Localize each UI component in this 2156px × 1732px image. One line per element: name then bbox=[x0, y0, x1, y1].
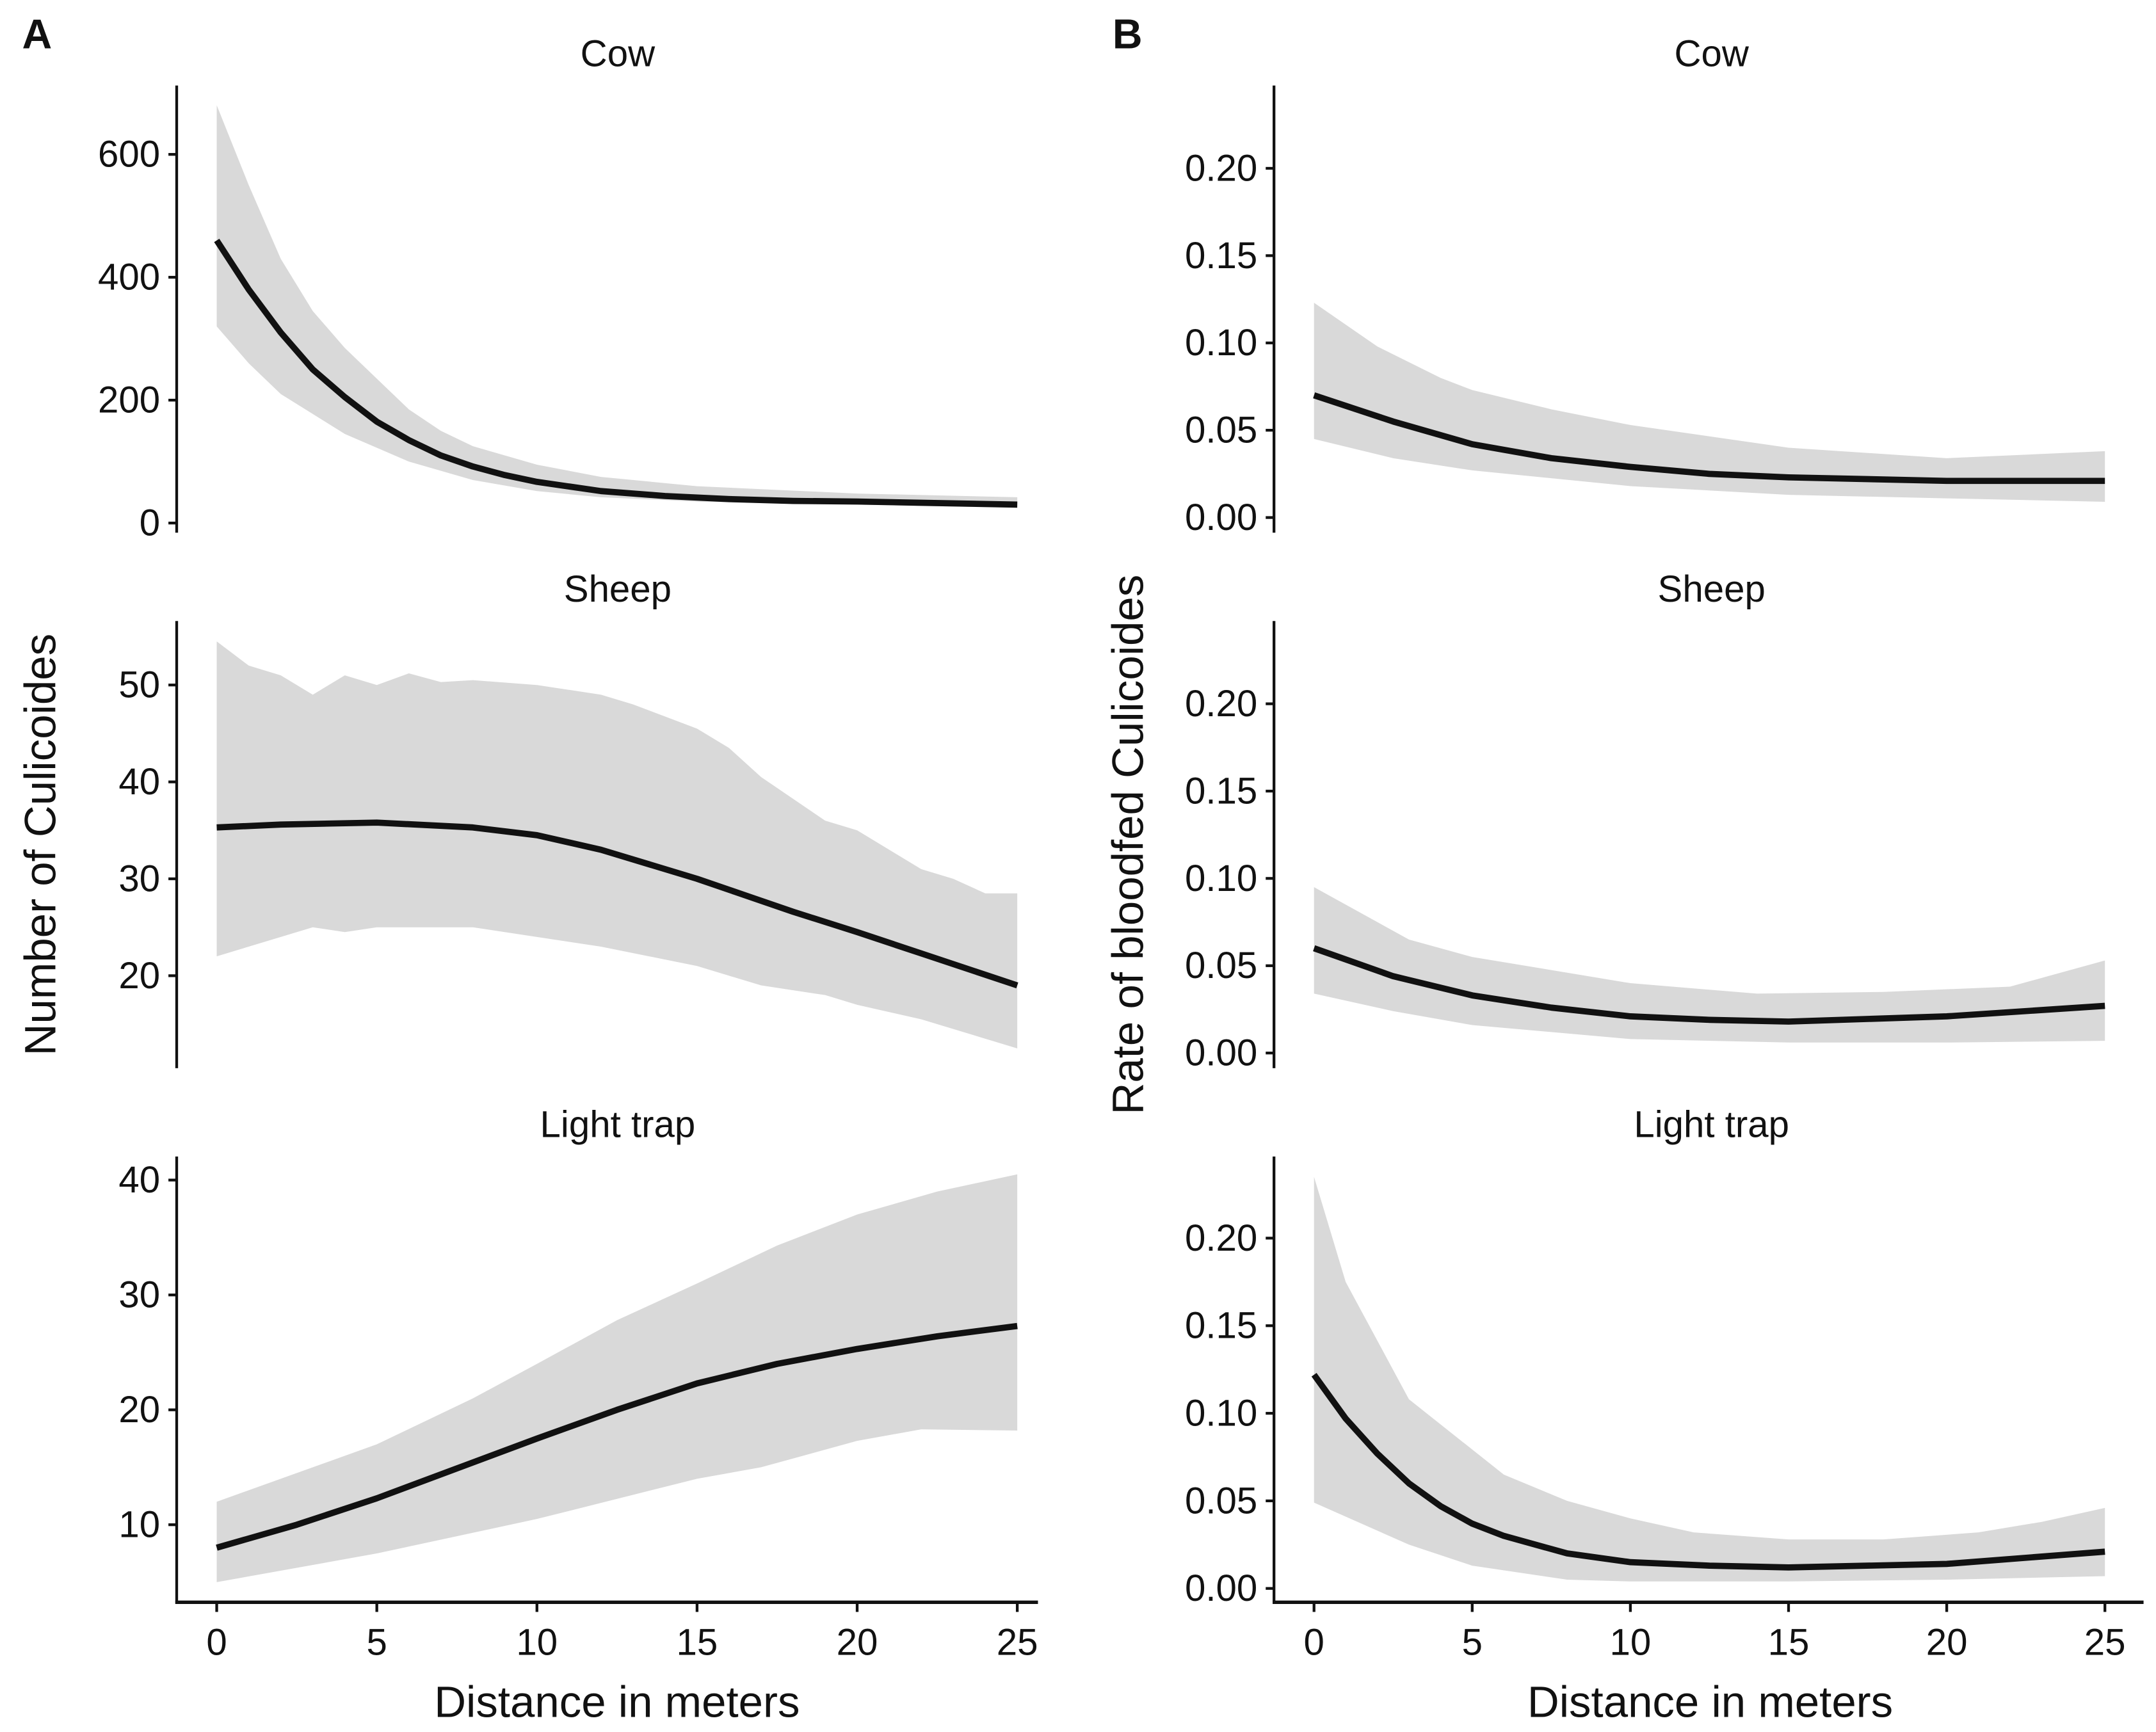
mean-line bbox=[216, 819, 1018, 989]
y-axis-title-a: Number of Culicoides bbox=[15, 634, 65, 1055]
confidence-ribbon bbox=[216, 105, 1018, 508]
x-tick-label: 5 bbox=[1462, 1621, 1483, 1663]
confidence-ribbon bbox=[216, 641, 1018, 1048]
y-tick-label: 40 bbox=[118, 761, 160, 803]
x-tick-label: 25 bbox=[997, 1621, 1038, 1663]
y-tick-label: 0.15 bbox=[1185, 1305, 1257, 1347]
x-tick-label: 0 bbox=[206, 1621, 227, 1663]
panel-a-sheep: Sheep 20 30 40 50 bbox=[118, 568, 1018, 1068]
y-tick-label: 40 bbox=[118, 1159, 160, 1201]
confidence-ribbon bbox=[216, 1174, 1018, 1582]
y-tick-label: 400 bbox=[98, 257, 160, 298]
y-tick-label: 0.05 bbox=[1185, 945, 1257, 986]
strip-title: Light trap bbox=[1634, 1104, 1789, 1146]
panel-a-light-trap: Light trap 10 20 30 40 0 5 10 15 20 25 bbox=[118, 1104, 1038, 1664]
x-tick-label: 20 bbox=[837, 1621, 878, 1663]
y-tick-label: 0 bbox=[140, 502, 160, 544]
strip-title: Sheep bbox=[564, 568, 672, 610]
y-tick-label: 600 bbox=[98, 134, 160, 175]
y-tick-label: 0.05 bbox=[1185, 1480, 1257, 1521]
mean-line bbox=[1313, 392, 2105, 485]
y-tick-label: 0.00 bbox=[1185, 497, 1257, 538]
panel-label-b: B bbox=[1113, 10, 1143, 57]
panel-b-sheep: Sheep 0.00 0.05 0.10 0.15 0.20 bbox=[1185, 568, 2105, 1074]
x-axis-title-a: Distance in meters bbox=[434, 1677, 800, 1726]
y-tick-label: 0.20 bbox=[1185, 683, 1257, 725]
panel-label-a: A bbox=[22, 10, 52, 57]
panel-b-cow: Cow 0.00 0.05 0.10 0.15 0.20 bbox=[1185, 33, 2105, 538]
mean-line bbox=[214, 238, 1018, 508]
x-tick-label: 10 bbox=[516, 1621, 558, 1663]
y-axis-title-b: Rate of bloodfed Culicoides bbox=[1103, 575, 1152, 1115]
mean-line bbox=[1313, 945, 2105, 1025]
y-tick-label: 0.15 bbox=[1185, 770, 1257, 812]
x-tick-label: 25 bbox=[2084, 1621, 2126, 1663]
x-axis-title-b: Distance in meters bbox=[1527, 1677, 1893, 1726]
y-tick-label: 0.20 bbox=[1185, 147, 1257, 189]
y-tick-label: 20 bbox=[118, 955, 160, 997]
strip-title: Cow bbox=[581, 33, 656, 74]
y-tick-label: 10 bbox=[118, 1504, 160, 1546]
confidence-ribbon bbox=[1314, 1176, 2105, 1582]
y-tick-label: 20 bbox=[118, 1389, 160, 1431]
y-tick-label: 0.15 bbox=[1185, 235, 1257, 277]
y-tick-label: 0.10 bbox=[1185, 322, 1257, 364]
strip-title: Light trap bbox=[540, 1104, 696, 1146]
x-tick-label: 5 bbox=[366, 1621, 387, 1663]
x-tick-label: 15 bbox=[677, 1621, 718, 1663]
strip-title: Sheep bbox=[1658, 568, 1766, 610]
y-tick-label: 30 bbox=[118, 858, 160, 899]
strip-title: Cow bbox=[1674, 33, 1749, 74]
y-tick-label: 50 bbox=[118, 664, 160, 706]
y-tick-label: 0.05 bbox=[1185, 410, 1257, 451]
mean-line bbox=[1311, 1373, 2105, 1571]
y-tick-label: 30 bbox=[118, 1274, 160, 1316]
y-tick-label: 0.10 bbox=[1185, 1392, 1257, 1434]
x-tick-label: 0 bbox=[1304, 1621, 1324, 1663]
y-tick-label: 0.20 bbox=[1185, 1217, 1257, 1259]
panel-a-cow: Cow 0 200 400 600 bbox=[98, 33, 1018, 544]
x-tick-label: 15 bbox=[1768, 1621, 1810, 1663]
x-tick-label: 10 bbox=[1610, 1621, 1652, 1663]
y-tick-label: 0.00 bbox=[1185, 1568, 1257, 1609]
panel-b-light-trap: Light trap 0.00 0.05 0.10 0.15 0.20 0 5 10 15 20 25 bbox=[1185, 1104, 2144, 1663]
y-tick-label: 0.00 bbox=[1185, 1032, 1257, 1074]
y-tick-label: 200 bbox=[98, 380, 160, 421]
mean-line bbox=[216, 1322, 1018, 1551]
x-tick-label: 20 bbox=[1926, 1621, 1968, 1663]
y-tick-label: 0.10 bbox=[1185, 858, 1257, 899]
